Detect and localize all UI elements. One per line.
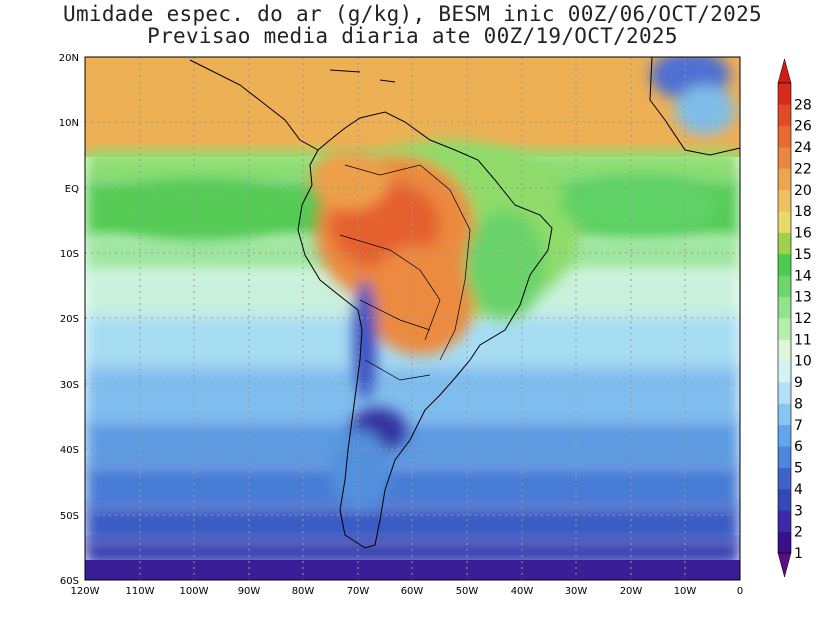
colorbar-label: 16 — [794, 226, 812, 242]
central-america-outline — [189, 59, 319, 151]
colorbar-label: 10 — [794, 354, 812, 370]
south-america-outline — [297, 111, 553, 549]
lon-tick-label: 40W — [511, 586, 534, 597]
colorbar-segment — [778, 446, 791, 468]
colorbar-segment — [778, 403, 791, 426]
colorbar-label: 5 — [794, 461, 803, 477]
colorbar-label: 26 — [794, 119, 812, 135]
lat-tick-label: EQ — [65, 184, 79, 195]
lat-tick-label: 10S — [60, 249, 79, 260]
colorbar-label: 20 — [794, 183, 812, 199]
lon-tick-label: 90W — [238, 586, 261, 597]
colorbar-segment — [778, 510, 791, 532]
lon-tick-label: 20W — [620, 586, 643, 597]
map-gridlines — [85, 57, 740, 580]
chart-title: Umidade espec. do ar (g/kg), BESM inic 0… — [63, 2, 762, 26]
colorbar-segment — [778, 360, 791, 383]
lat-tick-label: 60S — [60, 576, 79, 587]
caribbean-islands — [329, 69, 396, 83]
colorbar-segment — [778, 147, 791, 169]
colorbar-segment — [778, 83, 791, 105]
colorbar-segment — [778, 211, 791, 233]
lon-tick-label: 50W — [456, 586, 479, 597]
colorbar-label: 13 — [794, 290, 812, 306]
lon-tick-label: 120W — [71, 586, 100, 597]
lat-tick-label: 20S — [60, 314, 79, 325]
lat-tick-label: 20N — [59, 53, 79, 64]
colorbar-segment — [778, 232, 791, 255]
colorbar-label: 1 — [794, 546, 803, 562]
lon-tick-label: 10W — [674, 586, 697, 597]
colorbar-segment — [778, 488, 791, 511]
lon-tick-labels: 120W 110W 100W 90W 80W 70W 60W 50W 40W 3… — [71, 586, 744, 597]
colorbar-label: 3 — [794, 503, 803, 519]
lat-tick-label: 40S — [60, 445, 79, 456]
colorbar-segment — [778, 125, 791, 148]
colorbar-label: 7 — [794, 418, 803, 434]
colorbar-label: 11 — [794, 332, 812, 348]
colorbar-segment — [778, 275, 791, 297]
colorbar-label: 8 — [794, 396, 803, 412]
colorbar-segment — [778, 189, 791, 212]
colorbar-label: 15 — [794, 247, 812, 263]
colorbar-segment — [778, 168, 791, 191]
lon-tick-label: 110W — [126, 586, 155, 597]
lon-tick-label: 100W — [180, 586, 209, 597]
chart-subtitle: Previsao media diaria ate 00Z/19/OCT/202… — [147, 24, 678, 48]
lon-tick-label: 80W — [292, 586, 315, 597]
colorbar-segment — [778, 104, 791, 127]
colorbar-label: 18 — [794, 204, 812, 220]
map-frame — [84, 56, 741, 581]
lat-tick-labels: 20N 10N EQ 10S 20S 30S 40S 50S 60S — [59, 53, 79, 587]
colorbar-segment — [778, 467, 791, 490]
lat-tick-label: 50S — [60, 511, 79, 522]
colorbar-outline — [777, 82, 792, 554]
colorbar-label: 14 — [794, 268, 812, 284]
lon-tick-label: 30W — [565, 586, 588, 597]
coastlines — [189, 56, 741, 549]
colorbar-label: 28 — [794, 97, 812, 113]
lat-tick-label: 30S — [60, 380, 79, 391]
colorbar-label: 12 — [794, 311, 812, 327]
colorbar-arrow-top — [777, 58, 792, 84]
colorbar-label: 4 — [794, 482, 803, 498]
colorbar-label: 24 — [794, 140, 812, 156]
colorbar-segment — [778, 424, 791, 447]
colorbar-arrow-bottom — [777, 552, 792, 578]
colorbar-segment — [778, 382, 791, 404]
lat-tick-label: 10N — [59, 118, 79, 129]
lon-tick-label: 70W — [347, 586, 370, 597]
country-borders — [339, 164, 471, 381]
colorbar-segment — [778, 296, 791, 319]
colorbar-segment — [778, 253, 791, 276]
colorbar-label: 6 — [794, 439, 803, 455]
africa-outline — [649, 56, 741, 156]
colorbar-segment — [778, 339, 791, 362]
lon-tick-label: 0 — [737, 586, 743, 597]
colorbar-label: 22 — [794, 161, 812, 177]
colorbar-segment — [778, 318, 791, 340]
lon-tick-label: 60W — [401, 586, 424, 597]
colorbar-segment — [778, 531, 791, 554]
colorbar-label: 2 — [794, 525, 803, 541]
colorbar-label: 9 — [794, 375, 803, 391]
